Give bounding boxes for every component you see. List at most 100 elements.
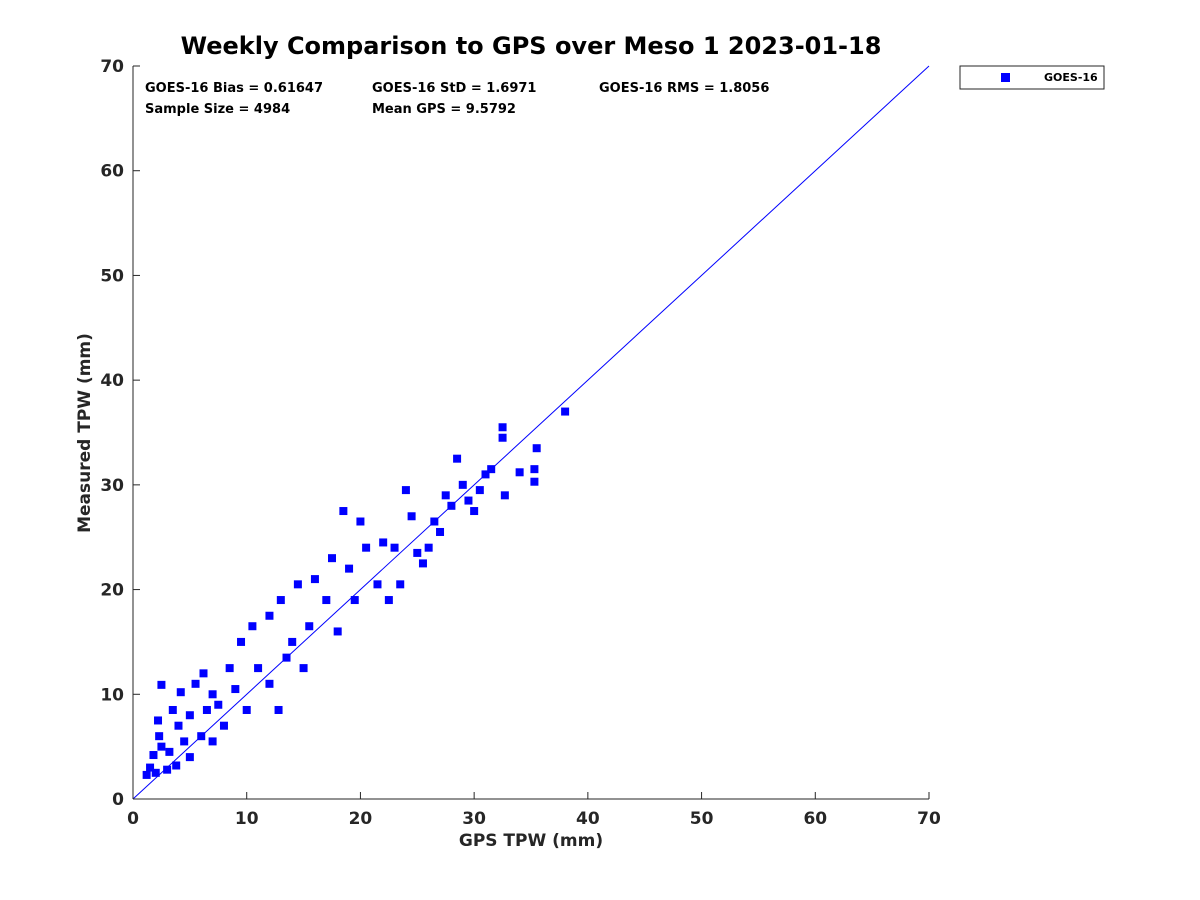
scatter-point xyxy=(310,575,319,584)
scatter-point xyxy=(208,737,217,746)
scatter-point xyxy=(350,596,359,605)
scatter-point xyxy=(199,669,208,678)
scatter-point xyxy=(208,690,217,699)
rms-stat: GOES-16 RMS = 1.8056 xyxy=(599,81,769,96)
scatter-point xyxy=(322,596,331,605)
scatter-point xyxy=(185,753,194,762)
scatter-point xyxy=(436,527,445,536)
scatter-point xyxy=(453,454,462,463)
scatter-point xyxy=(176,688,185,697)
scatter-point xyxy=(265,679,274,688)
scatter-point xyxy=(225,664,234,673)
x-tick-label: 30 xyxy=(462,809,486,829)
legend-square-marker-icon xyxy=(1001,73,1010,82)
scatter-point xyxy=(379,538,388,547)
scatter-point xyxy=(214,700,223,709)
y-axis-label: Measured TPW (mm) xyxy=(75,333,95,533)
scatter-point xyxy=(475,486,484,495)
y-tick-label: 0 xyxy=(112,790,124,810)
mean-gps-stat: Mean GPS = 9.5792 xyxy=(372,102,516,117)
scatter-point xyxy=(561,407,570,416)
y-tick-label: 70 xyxy=(100,57,124,77)
scatter-point xyxy=(142,770,151,779)
scatter-point xyxy=(149,751,158,760)
y-tick-label: 50 xyxy=(100,266,124,286)
x-tick-label: 10 xyxy=(235,809,259,829)
scatter-point xyxy=(356,517,365,526)
scatter-point xyxy=(515,468,524,477)
scatter-point xyxy=(202,705,211,714)
scatter-point xyxy=(345,564,354,573)
scatter-point xyxy=(274,705,283,714)
scatter-point xyxy=(407,512,416,521)
x-tick-label: 40 xyxy=(576,809,600,829)
scatter-point xyxy=(172,761,181,770)
x-tick-label: 60 xyxy=(803,809,827,829)
scatter-point xyxy=(242,705,251,714)
scatter-point xyxy=(498,423,507,432)
y-tick-label: 60 xyxy=(100,162,124,182)
x-tick-label: 50 xyxy=(690,809,714,829)
y-axis-ticks: 0 10 20 30 40 50 60 70 xyxy=(100,57,140,810)
scatter-point xyxy=(339,507,348,516)
plot-area: 0 10 20 30 40 50 60 70 0 10 20 30 40 50 60 70 xyxy=(100,57,941,829)
scatter-point xyxy=(219,721,228,730)
scatter-point xyxy=(265,611,274,620)
x-axis-ticks: 0 10 20 30 40 50 60 70 xyxy=(127,792,941,829)
scatter-point xyxy=(401,486,410,495)
x-tick-label: 0 xyxy=(127,809,139,829)
scatter-point xyxy=(163,765,172,774)
scatter-point xyxy=(458,480,467,489)
scatter-point xyxy=(154,716,163,725)
scatter-point xyxy=(180,737,189,746)
scatter-point xyxy=(151,768,160,777)
scatter-point xyxy=(254,664,263,673)
scatter-point xyxy=(373,580,382,589)
scatter-point xyxy=(498,433,507,442)
bias-stat: GOES-16 Bias = 0.61647 xyxy=(145,81,323,96)
scatter-point xyxy=(362,543,371,552)
scatter-point xyxy=(248,622,257,631)
scatter-point xyxy=(530,477,539,486)
scatter-point xyxy=(157,742,166,751)
sample-size-stat: Sample Size = 4984 xyxy=(145,102,290,117)
scatter-point xyxy=(157,680,166,689)
scatter-point xyxy=(328,554,336,563)
scatter-point xyxy=(276,596,285,605)
std-stat: GOES-16 StD = 1.6971 xyxy=(372,81,536,96)
scatter-point xyxy=(185,711,194,720)
scatter-point xyxy=(237,637,246,646)
scatter-point xyxy=(165,747,174,756)
y-tick-label: 20 xyxy=(100,581,124,601)
scatter-point xyxy=(390,543,399,552)
legend-label: GOES-16 xyxy=(1044,71,1098,84)
scatter-point xyxy=(500,491,509,500)
scatter-point xyxy=(424,543,433,552)
y-tick-label: 30 xyxy=(100,476,124,496)
scatter-point xyxy=(155,732,164,741)
scatter-point xyxy=(333,627,342,636)
scatter-point xyxy=(396,580,405,589)
scatter-point xyxy=(384,596,393,605)
y-tick-label: 10 xyxy=(100,685,124,705)
legend-box xyxy=(959,65,1105,90)
scatter-point xyxy=(530,465,539,474)
reference-line xyxy=(132,65,930,800)
x-tick-label: 20 xyxy=(349,809,373,829)
scatter-point xyxy=(168,705,177,714)
scatter-point xyxy=(413,548,422,557)
legend: GOES-16 xyxy=(959,65,1105,90)
scatter-point xyxy=(231,685,240,694)
x-tick-label: 70 xyxy=(917,809,941,829)
scatter-point xyxy=(305,622,314,631)
chart-title: Weekly Comparison to GPS over Meso 1 202… xyxy=(181,32,882,60)
y-tick-label: 40 xyxy=(100,371,124,391)
stats-annotation: GOES-16 Bias = 0.61647 GOES-16 StD = 1.6… xyxy=(145,81,769,117)
scatter-point xyxy=(146,763,155,772)
scatter-point xyxy=(470,507,479,516)
scatter-point xyxy=(174,721,183,730)
scatter-point xyxy=(441,491,450,500)
scatter-point xyxy=(299,664,308,673)
scatter-point xyxy=(464,496,473,505)
